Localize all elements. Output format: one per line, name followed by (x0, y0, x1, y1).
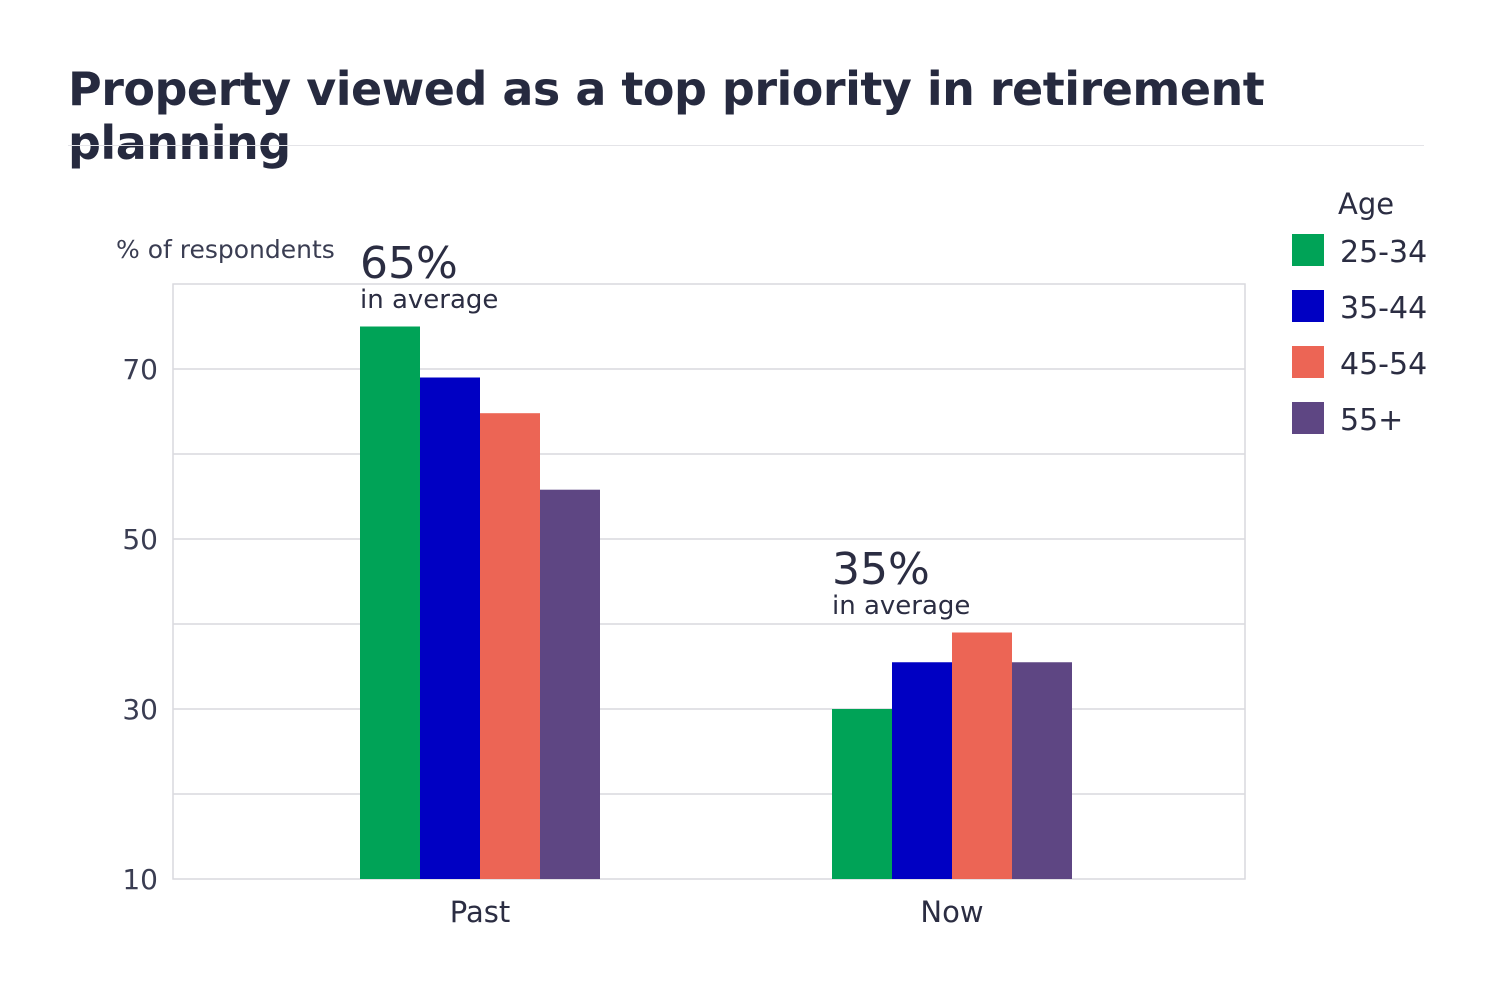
bar-45-54-now (952, 632, 1012, 879)
bar-35-44-past (420, 377, 480, 879)
y-tick-label: 30 (122, 693, 158, 726)
bar-45-54-past (480, 413, 540, 879)
y-axis-label: % of respondents (116, 235, 335, 264)
annotation-text: in average (832, 591, 970, 621)
annotation-value: 35% (832, 544, 930, 595)
legend-swatch (1292, 346, 1324, 378)
bar-25-34-now (832, 709, 892, 879)
y-tick-label: 10 (122, 863, 158, 896)
legend-label: 35-44 (1340, 291, 1427, 326)
bar-25-34-past (360, 326, 420, 879)
legend-swatch (1292, 234, 1324, 266)
x-tick-label: Now (920, 895, 983, 929)
y-tick-label: 50 (122, 523, 158, 556)
plot-frame (172, 283, 1246, 880)
bar-55+-now (1012, 662, 1072, 879)
legend-label: 25-34 (1340, 235, 1427, 270)
annotation-value: 65% (360, 238, 458, 289)
title-divider (68, 145, 1424, 146)
legend-title: Age (1338, 187, 1394, 221)
y-tick-label: 70 (122, 353, 158, 386)
chart-title: Property viewed as a top priority in ret… (68, 62, 1265, 170)
legend-swatch (1292, 290, 1324, 322)
x-tick-label: Past (450, 895, 510, 929)
legend-label: 55+ (1340, 403, 1403, 438)
legend-swatch (1292, 402, 1324, 434)
bar-35-44-now (892, 662, 952, 879)
legend-label: 45-54 (1340, 347, 1427, 382)
bar-55+-past (540, 489, 600, 879)
annotation-text: in average (360, 285, 498, 315)
